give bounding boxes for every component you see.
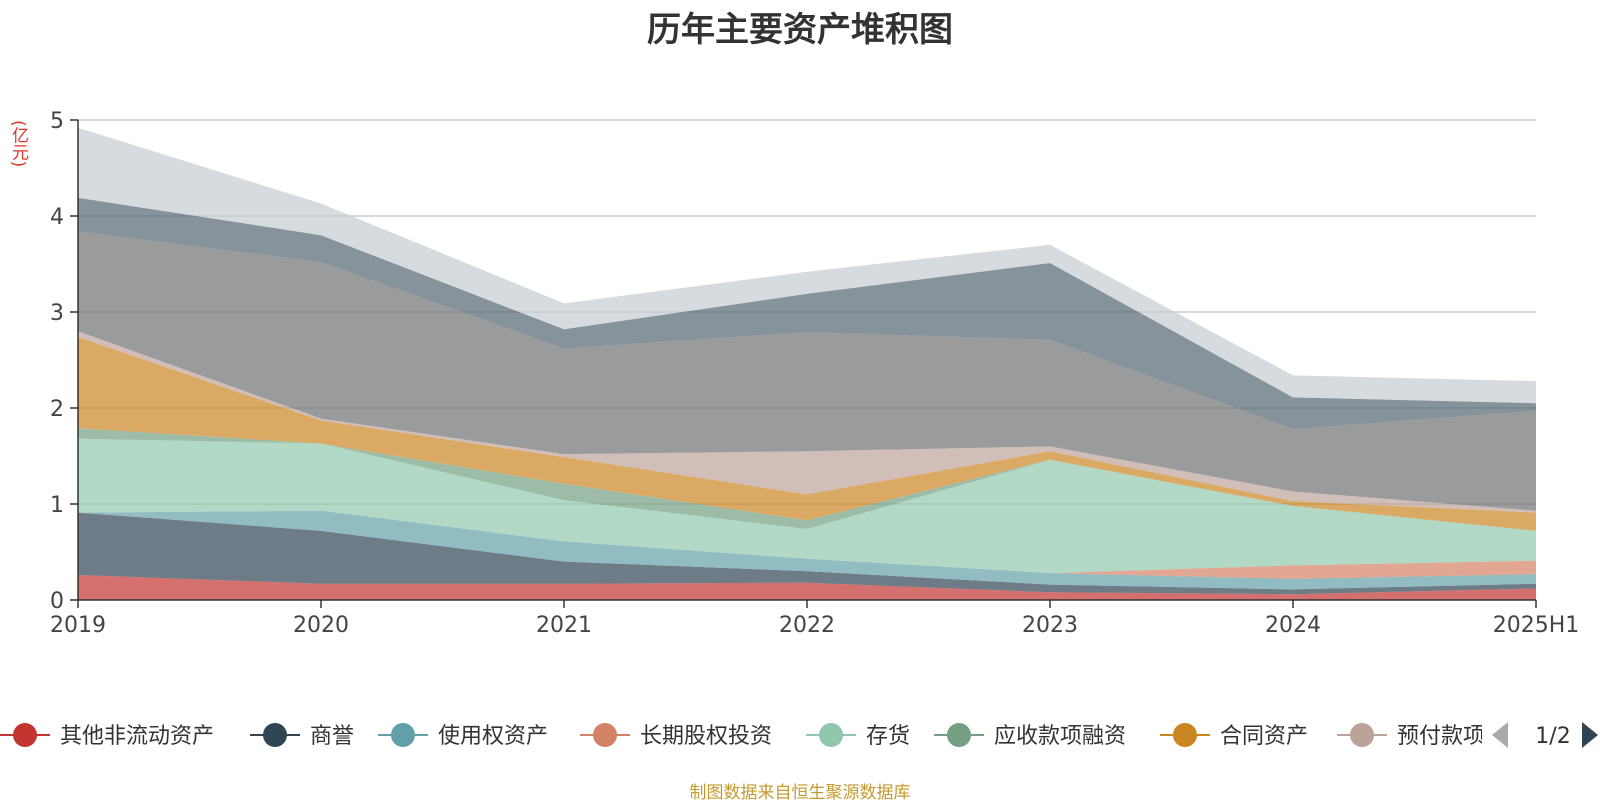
legend-marker — [947, 723, 971, 747]
legend-item-7[interactable]: 预付款项 — [1337, 723, 1485, 749]
legend-label: 使用权资产 — [438, 724, 548, 749]
x-tick-label: 2025H1 — [1493, 613, 1580, 638]
x-tick-label: 2020 — [293, 613, 349, 638]
legend-marker — [1350, 723, 1374, 747]
area-series-2 — [78, 510, 1536, 590]
legend-label: 应收款项融资 — [994, 724, 1126, 749]
legend-label: 商誉 — [310, 724, 354, 749]
legend-label: 其他非流动资产 — [60, 724, 214, 749]
y-tick-label: 3 — [50, 301, 64, 326]
legend-marker — [13, 723, 37, 747]
area-series-3 — [78, 510, 1536, 579]
area-series-8 — [78, 231, 1536, 511]
legend-marker — [593, 723, 617, 747]
y-tick-label: 5 — [50, 109, 64, 134]
y-tick-label: 2 — [50, 397, 64, 422]
y-tick-label: 0 — [50, 589, 64, 614]
legend-label: 预付款项 — [1397, 724, 1485, 749]
area-series-0 — [78, 575, 1536, 600]
legend-marker — [263, 723, 287, 747]
legend-label: 长期股权投资 — [640, 724, 772, 749]
legend-item-6[interactable]: 合同资产 — [1160, 723, 1308, 749]
y-axis-unit-label: (亿元) — [8, 120, 28, 168]
legend-item-5[interactable]: 应收款项融资 — [934, 723, 1126, 749]
legend-item-0[interactable]: 其他非流动资产 — [0, 723, 214, 749]
y-tick-label: 1 — [50, 493, 64, 518]
legend-item-4[interactable]: 存货 — [806, 723, 910, 749]
area-series-1 — [78, 512, 1536, 595]
axis-layer: 0 1 2 3 4 5 2019 2020 2021 2022 2023 2024 2025H1 — [50, 109, 1579, 638]
area-layer — [78, 127, 1536, 600]
legend-item-2[interactable]: 使用权资产 — [378, 723, 548, 749]
legend-page-indicator: 1/2 — [1535, 724, 1570, 749]
area-series-7 — [78, 331, 1536, 513]
area-series-9 — [78, 197, 1536, 430]
legend-next-icon[interactable] — [1582, 722, 1598, 748]
legend-marker — [1173, 723, 1197, 747]
legend-prev-icon[interactable] — [1492, 722, 1508, 748]
legend[interactable]: 其他非流动资产 商誉 使用权资产 长期股权投资 存货 应收款项融资 合同资产 预付款项 1/2 — [0, 722, 1598, 749]
chart-title: 历年主要资产堆积图 — [647, 10, 953, 50]
source-note: 制图数据来自恒生聚源数据库 — [689, 783, 911, 803]
area-series-4 — [78, 438, 1536, 574]
legend-marker — [819, 723, 843, 747]
x-tick-label: 2024 — [1265, 613, 1321, 638]
x-tick-label: 2021 — [536, 613, 592, 638]
y-tick-label: 4 — [50, 205, 64, 230]
area-series-5 — [78, 428, 1536, 531]
legend-label: 存货 — [866, 724, 910, 749]
legend-label: 合同资产 — [1220, 724, 1308, 749]
x-tick-label: 2023 — [1022, 613, 1078, 638]
legend-marker — [391, 723, 415, 747]
legend-items: 其他非流动资产 商誉 使用权资产 长期股权投资 存货 应收款项融资 合同资产 预付款项 — [0, 723, 1485, 749]
x-tick-label: 2019 — [50, 613, 106, 638]
legend-item-3[interactable]: 长期股权投资 — [580, 723, 772, 749]
legend-item-1[interactable]: 商誉 — [250, 723, 354, 749]
x-tick-label: 2022 — [779, 613, 835, 638]
area-series-6 — [78, 337, 1536, 531]
